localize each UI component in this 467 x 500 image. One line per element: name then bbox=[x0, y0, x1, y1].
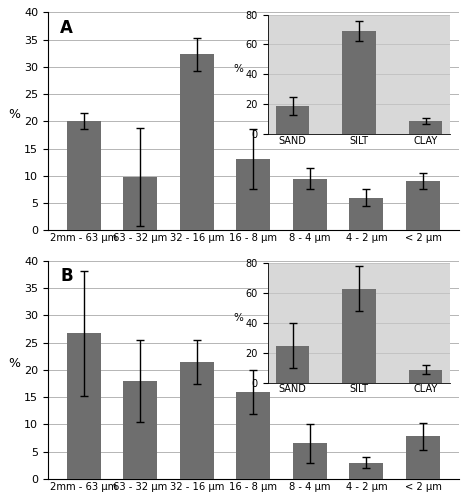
Bar bbox=[67, 334, 100, 479]
Bar bbox=[67, 122, 100, 230]
Bar bbox=[123, 381, 157, 479]
Bar bbox=[349, 198, 383, 230]
Bar bbox=[406, 181, 440, 230]
Bar bbox=[349, 462, 383, 479]
Bar bbox=[293, 444, 327, 479]
Y-axis label: %: % bbox=[8, 357, 21, 370]
Bar bbox=[236, 392, 270, 479]
Bar bbox=[406, 436, 440, 479]
Bar bbox=[180, 54, 214, 231]
Y-axis label: %: % bbox=[8, 108, 21, 122]
Text: B: B bbox=[60, 268, 73, 285]
Text: A: A bbox=[60, 19, 73, 37]
Bar bbox=[180, 362, 214, 479]
Bar bbox=[293, 178, 327, 231]
Bar bbox=[123, 178, 157, 231]
Bar bbox=[236, 160, 270, 230]
